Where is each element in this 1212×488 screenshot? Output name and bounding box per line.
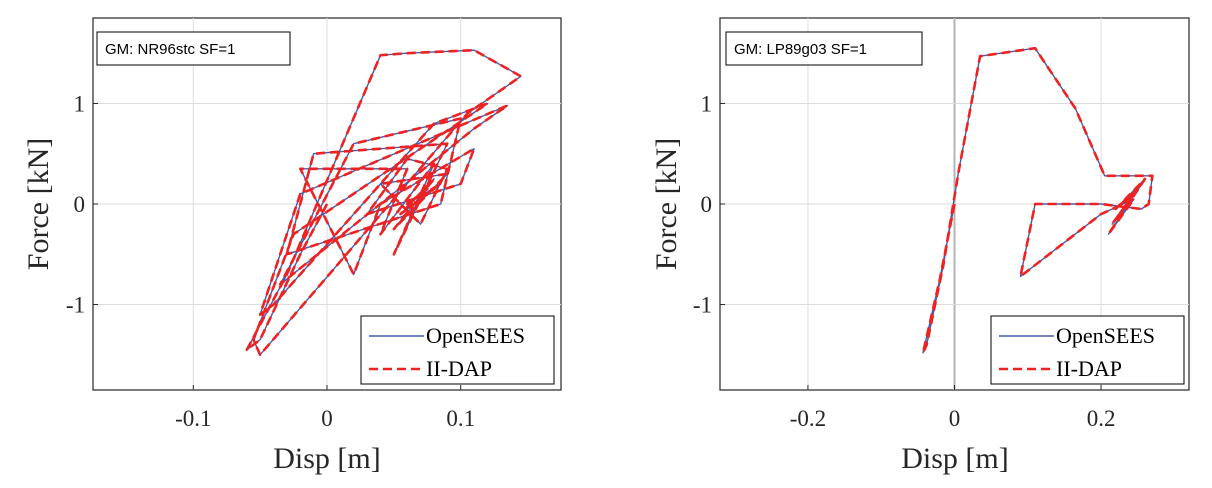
y-tick-label: 1 xyxy=(74,91,86,116)
y-tick-label: -1 xyxy=(66,293,85,318)
series-ii-dap xyxy=(245,48,523,357)
y-ticks: 1 0 -1 xyxy=(693,91,725,318)
y-tick-label: 0 xyxy=(74,192,86,217)
x-tick-label: 0.1 xyxy=(446,406,475,431)
annotation-box: GM: NR96stc SF=1 xyxy=(96,31,291,66)
annotation-text: GM: NR96stc SF=1 xyxy=(105,41,235,58)
annotation-text: GM: LP89g03 SF=1 xyxy=(734,41,867,58)
x-ticks: -0.2 0 0.2 xyxy=(790,385,1116,431)
y-axis-label: Force [kN] xyxy=(650,138,683,270)
legend: OpenSEES II-DAP xyxy=(360,315,555,385)
x-axis-label: Disp [m] xyxy=(273,442,381,475)
legend-label-ii-dap: II-DAP xyxy=(1056,356,1122,381)
series-lines xyxy=(245,48,523,357)
legend-label-ii-dap: II-DAP xyxy=(426,356,492,381)
chart-right: -0.2 0 0.2 1 0 -1 Disp [m] Force [kN] GM: LP… xyxy=(650,17,1190,475)
series-lines xyxy=(921,46,1154,355)
annotation-box: GM: LP89g03 SF=1 xyxy=(725,31,923,66)
series-ii-dap xyxy=(921,46,1154,355)
x-tick-label: 0.2 xyxy=(1087,406,1116,431)
x-ticks: -0.1 0 0.1 xyxy=(175,385,475,431)
x-tick-label: 0 xyxy=(949,406,961,431)
x-tick-label: 0 xyxy=(321,406,333,431)
x-axis-label: Disp [m] xyxy=(901,442,1009,475)
legend: OpenSEES II-DAP xyxy=(990,315,1185,385)
chart-left: -0.1 0 0.1 1 0 -1 Disp [m] Force [kN] GM: NR… xyxy=(22,17,562,475)
legend-label-opensees: OpenSEES xyxy=(426,323,525,348)
y-ticks: 1 0 -1 xyxy=(66,91,98,318)
y-tick-label: -1 xyxy=(693,293,712,318)
y-tick-label: 1 xyxy=(701,91,713,116)
legend-label-opensees: OpenSEES xyxy=(1056,323,1155,348)
y-tick-label: 0 xyxy=(701,192,713,217)
y-axis-label: Force [kN] xyxy=(22,138,55,270)
x-tick-label: -0.1 xyxy=(175,406,211,431)
x-tick-label: -0.2 xyxy=(790,406,826,431)
